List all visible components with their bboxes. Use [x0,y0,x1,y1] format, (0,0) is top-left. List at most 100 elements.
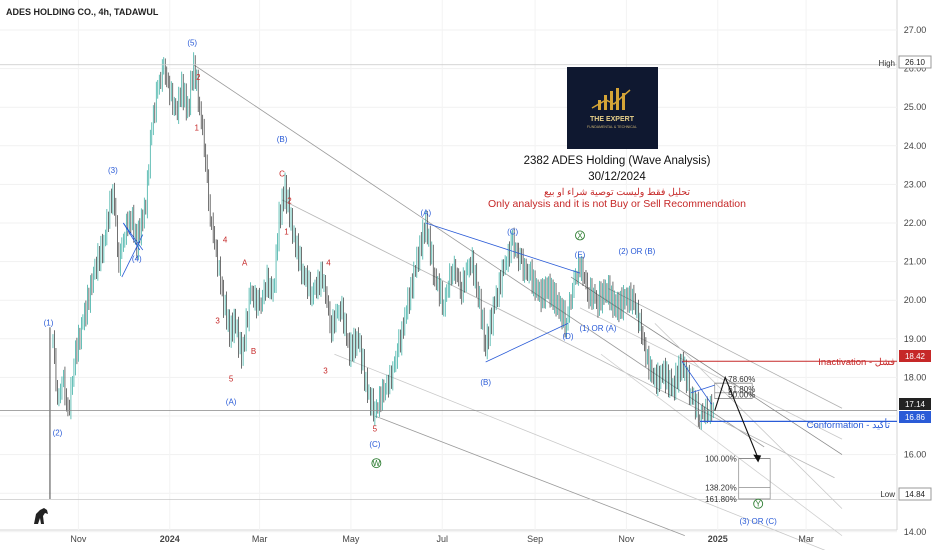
wave-label: (A) [226,397,237,406]
wave-label: (2) [53,428,63,437]
projection-arrowhead [753,454,762,463]
high-label: High [879,59,895,68]
y-tick-label: 25.00 [904,102,927,112]
wave-label: (B) [277,135,288,144]
svg-text:18.42: 18.42 [905,352,926,361]
y-tick-label: 19.00 [904,334,927,344]
overlays: 78.60%61.80%50.00% 100.00% 138.20% 161.80% [0,64,897,504]
y-tick-label: 18.00 [904,372,927,382]
wave-label: 5 [373,424,378,433]
svg-text:14.84: 14.84 [905,490,926,499]
wave-trendline [121,234,144,278]
logo-subtext: FUNDAMENTAL & TECHNICAL [587,125,637,129]
wave-label: 1 [284,228,289,237]
fib-level-label: 161.80% [705,495,737,504]
wave-label: X [577,231,583,240]
wave-label: (E) [575,251,586,260]
x-tick-label: Mar [798,534,814,544]
x-tick-label: 2025 [708,534,728,544]
y-tick-label: 14.00 [904,527,927,537]
logo-chart-icon [591,88,631,110]
wave-label: W [373,459,381,468]
y-tick-label: 20.00 [904,295,927,305]
x-tick-label: Sep [527,534,543,544]
wave-label: 3 [323,367,328,376]
svg-text:26.10: 26.10 [905,58,926,67]
x-tick-label: May [342,534,360,544]
channel-line [281,199,835,479]
wave-circle [371,458,382,469]
wave-label: 4 [326,258,331,267]
wave-label: (3) OR (C) [740,517,778,526]
wave-label: 5 [229,374,234,383]
wave-label: A [242,258,248,267]
wave-label: 2 [287,197,292,206]
svg-text:16.86: 16.86 [905,413,926,422]
logo-text: THE EXPERT [590,116,635,123]
x-tick-label: Nov [70,534,87,544]
analysis-date: 30/12/2024 [588,171,646,183]
fib-level-label: 50.00% [728,391,755,400]
time-axis[interactable]: Nov 2024 Mar May Jul Sep Nov 2025 Mar [70,534,813,544]
wave-label: (2) OR (B) [618,247,655,256]
symbol-title: ADES HOLDING CO., 4h, TADAWUL [6,7,159,17]
fib-level-label: 138.20% [705,483,737,492]
channel-line [608,288,843,409]
y-tick-label: 21.00 [904,257,927,267]
wave-label: (D) [562,332,573,341]
trend-channels [193,64,843,550]
wave-label: 1 [194,123,199,132]
inactivation-label: Inactivation - فشل [818,357,895,368]
wave-label: (4) [132,255,142,264]
low-label: Low [880,490,895,499]
analysis-title: 2382 ADES Holding (Wave Analysis) [524,155,711,167]
channel-line [334,353,826,550]
projection-path [714,375,759,459]
y-tick-label: 27.00 [904,25,927,35]
channel-line [654,323,843,509]
wave-circle [753,498,764,509]
wave-label: (B) [480,378,491,387]
channel-line [600,353,843,536]
wave-circle [575,230,585,241]
grid [0,0,897,533]
y-tick-label: 22.00 [904,218,927,228]
wave-label: C [279,170,285,179]
conformation-price-tag: 16.86 [899,411,931,423]
channel-line [374,415,685,537]
wave-label: (3) [108,166,118,175]
wave-label: (1) [44,318,54,327]
wave-label: B [251,347,256,356]
wave-labels: (1) (2) (3) (4) (5) 2 1 4 A 3 B 5 (A) (B) C 2 1 4 3 5 (C) W (A… [44,38,778,526]
low-price-tag: 14.84 [898,487,932,501]
y-tick-label: 23.00 [904,179,927,189]
wave-label: (1) OR (A) [580,324,617,333]
fib-level-label: 61.80% [728,385,755,394]
wave-trendline [485,322,569,363]
fib-level-label: 78.60% [728,375,755,384]
y-tick-label: 24.00 [904,141,927,151]
wave-label: (5) [187,38,197,47]
x-tick-label: Nov [618,534,635,544]
wave-trendline [690,384,715,394]
fib-level-label: 100.00% [705,454,737,463]
wave-label: 4 [223,235,228,244]
price-candles [49,52,714,500]
wave-label: 3 [215,316,220,325]
x-tick-label: 2024 [160,534,180,544]
logo: THE EXPERT FUNDAMENTAL & TECHNICAL [567,67,658,149]
wave-trendline [681,360,713,405]
wave-label: (A) [420,208,431,217]
wave-label: 2 [196,73,201,82]
wave-label: Y [756,500,762,509]
wave-label: (C) [507,228,518,237]
y-tick-label: 26.00 [904,64,927,74]
x-tick-label: Mar [252,534,268,544]
channel-line [193,64,765,448]
wave-trendline [123,222,144,251]
dinosaur-icon [34,508,48,524]
conformation-label: Conformation - تأكيد [807,418,891,431]
english-disclaimer: Only analysis and it is not Buy or Sell … [488,198,746,210]
x-tick-label: Jul [436,534,448,544]
